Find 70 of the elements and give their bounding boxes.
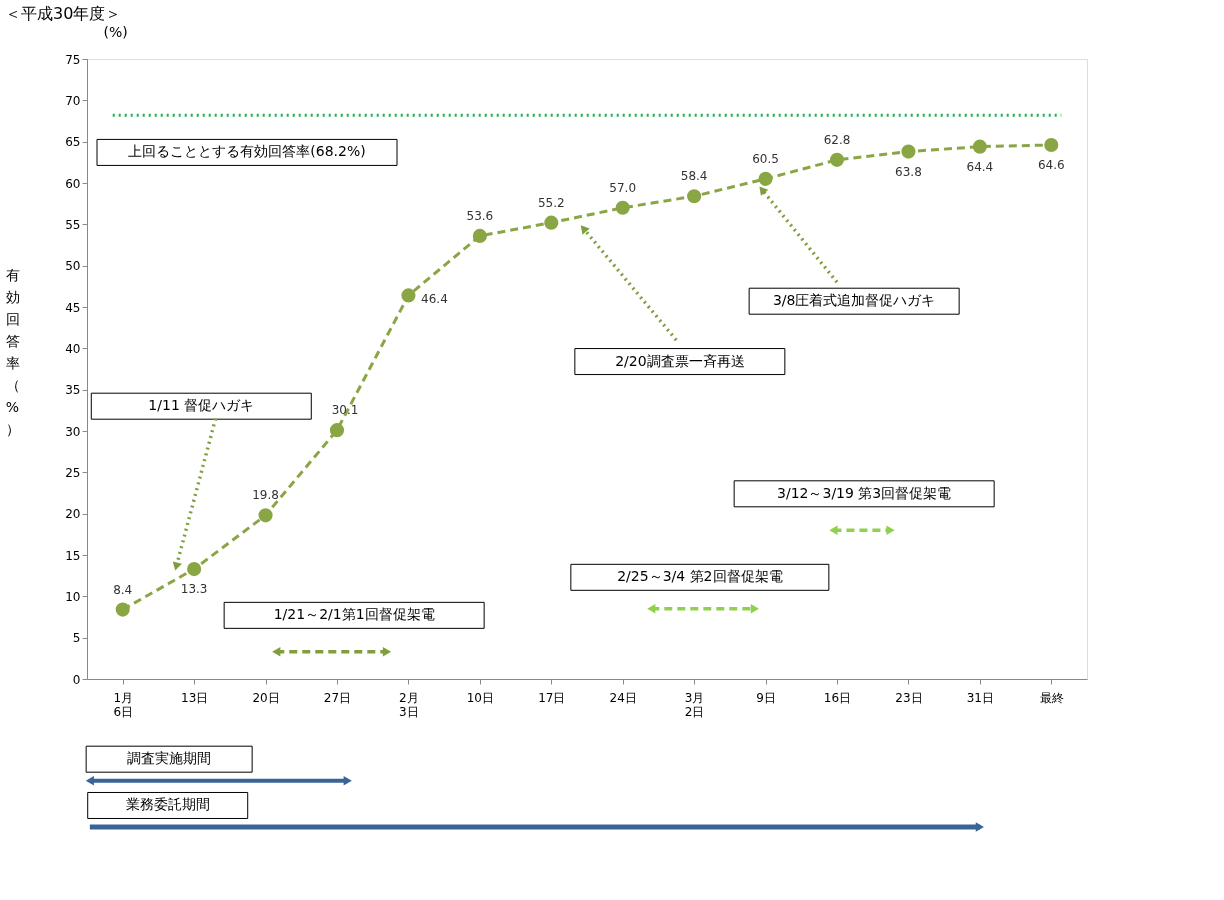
x-tick-label: 1月 6日 (113, 690, 134, 719)
point (329, 423, 345, 438)
y-tick-label: 30 (65, 424, 81, 439)
x-tick-label: 最終 (1039, 690, 1064, 705)
annotation: 2/20調査票一斉再送 (615, 352, 745, 369)
chart-title: ＜平成30年度＞ (5, 3, 122, 23)
point (758, 171, 773, 186)
annotation: 2/25～3/4 第2回督促架電 (617, 568, 783, 585)
y-tick-label: 60 (65, 176, 81, 191)
x-tick-label: 20日 (252, 690, 280, 705)
text: 62.8 (823, 132, 851, 147)
text: 55.2 (537, 195, 565, 210)
annotation: 1/11 督促ハガキ (148, 397, 255, 414)
y-tick-label: 35 (65, 383, 81, 398)
text: 64.6 (1037, 157, 1065, 172)
point (1044, 137, 1059, 153)
y-tick-label: 50 (65, 259, 81, 274)
y-tick-label: 20 (65, 507, 81, 522)
text: 60.5 (752, 151, 779, 166)
x-tick-label: 13日 (181, 690, 209, 705)
text: 63.8 (895, 164, 922, 179)
y-tick-label: 25 (65, 465, 81, 480)
point (544, 215, 559, 230)
annotation: 3/12～3/19 第3回督促架電 (777, 484, 952, 501)
y-tick-label: 55 (65, 217, 81, 232)
text: 57.0 (609, 180, 637, 195)
x-tick-label: 9日 (756, 690, 776, 705)
text: 58.4 (680, 169, 708, 184)
text: 13.3 (180, 582, 208, 597)
point (258, 508, 273, 523)
y-tick-label: 15 (65, 548, 81, 563)
text: 30.1 (331, 403, 359, 418)
y-tick-label: 65 (65, 135, 81, 150)
point (187, 562, 202, 577)
ref-line-label: 上回ることとする有効回答率(68.2%) (128, 143, 366, 160)
text: 64.4 (966, 159, 994, 174)
y-tick-label: 75 (65, 52, 81, 67)
x-tick-label: 16日 (823, 690, 852, 705)
x-tick-label: 3月 2日 (684, 690, 705, 719)
annotation: 1/21～2/1第1回督促架電 (273, 606, 435, 623)
point (472, 228, 487, 243)
point (115, 602, 130, 617)
text: (%) (103, 23, 128, 40)
x-tick-label: 24日 (609, 690, 637, 705)
text: 53.6 (466, 208, 494, 223)
point (829, 152, 845, 167)
y-tick-label: 40 (65, 341, 81, 356)
text: 19.8 (252, 488, 279, 503)
point (401, 288, 416, 303)
y-tick-label: 45 (65, 300, 81, 315)
point (901, 144, 916, 159)
point (615, 200, 630, 215)
y-tick-label: 10 (65, 589, 81, 604)
text: 調査実施期間 (127, 750, 212, 767)
y-tick-label: 0 (72, 672, 81, 687)
x-tick-label: 17日 (538, 690, 566, 705)
text: 46.4 (421, 292, 448, 307)
x-tick-label: 27日 (323, 690, 352, 705)
y-axis-title: 有効回答率（%） (5, 266, 20, 437)
point (687, 189, 702, 204)
y-tick-label: 5 (72, 631, 81, 646)
text: 8.4 (113, 582, 133, 597)
text: 業務委託期間 (125, 796, 210, 813)
x-tick-label: 2月 3日 (399, 690, 419, 719)
point (972, 139, 987, 154)
x-tick-label: 23日 (895, 690, 923, 705)
y-tick-label: 70 (65, 93, 81, 108)
x-tick-label: 31日 (966, 690, 994, 705)
x-tick-label: 10日 (466, 690, 494, 705)
annotation: 3/8圧着式追加督促ハガキ (772, 292, 936, 309)
